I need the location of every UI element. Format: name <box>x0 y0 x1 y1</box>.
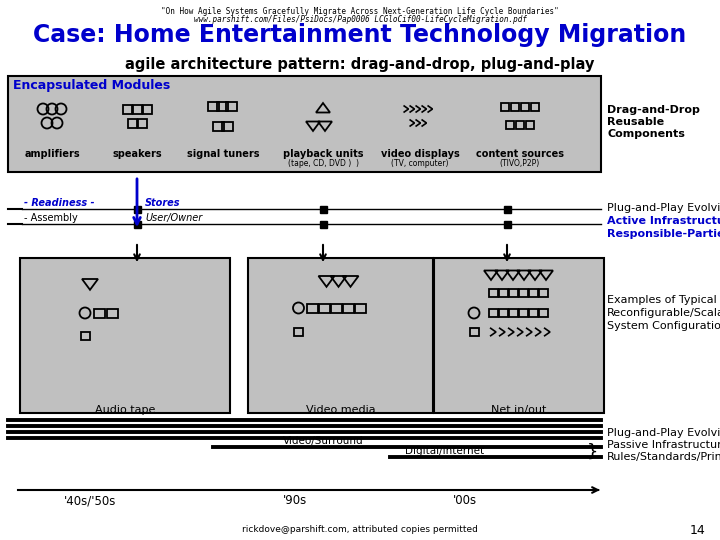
Bar <box>222 122 233 131</box>
Text: Encapsulated Modules: Encapsulated Modules <box>13 79 170 92</box>
Text: signal tuners: signal tuners <box>186 149 259 159</box>
Text: Components: Components <box>607 129 685 139</box>
Bar <box>498 289 508 297</box>
Bar <box>343 303 354 313</box>
Bar <box>8 76 601 172</box>
Bar <box>143 105 151 113</box>
Text: Digital/Internet: Digital/Internet <box>405 446 484 456</box>
Text: (tape, CD, DVD )  ): (tape, CD, DVD ) ) <box>287 159 359 168</box>
Bar <box>212 122 223 131</box>
Text: content sources: content sources <box>476 149 564 159</box>
Bar <box>503 220 510 227</box>
Text: '90s: '90s <box>283 494 307 507</box>
Bar <box>488 289 498 297</box>
Bar <box>331 303 342 313</box>
Bar <box>248 258 433 413</box>
Text: Case: Home Entertainment Technology Migration: Case: Home Entertainment Technology Migr… <box>33 23 687 47</box>
Text: Examples of Typical: Examples of Typical <box>607 295 716 305</box>
Bar <box>225 102 236 111</box>
Text: System Configurations: System Configurations <box>607 321 720 331</box>
Bar <box>320 206 326 213</box>
Bar <box>307 303 318 313</box>
Bar <box>511 103 519 111</box>
Text: Stores: Stores <box>145 198 181 208</box>
Text: video displays: video displays <box>381 149 459 159</box>
Text: playback units: playback units <box>283 149 364 159</box>
Text: Reusable: Reusable <box>607 117 664 127</box>
Bar <box>516 121 524 129</box>
Bar <box>469 328 479 336</box>
Bar <box>320 220 326 227</box>
Text: Net in/out: Net in/out <box>491 405 546 415</box>
Bar <box>498 309 508 317</box>
Bar <box>501 103 509 111</box>
Bar <box>294 328 303 336</box>
Text: 14: 14 <box>689 524 705 537</box>
Bar <box>508 309 518 317</box>
Bar <box>503 206 510 213</box>
Text: Rules/Standards/Principles: Rules/Standards/Principles <box>607 452 720 462</box>
Text: speakers: speakers <box>112 149 162 159</box>
Bar <box>434 258 604 413</box>
Bar <box>521 103 529 111</box>
Text: - Readiness -: - Readiness - <box>24 198 94 208</box>
Text: Plug-and-Play Evolving: Plug-and-Play Evolving <box>607 428 720 438</box>
Text: (TIVO,P2P): (TIVO,P2P) <box>500 159 540 168</box>
Text: Audio tape: Audio tape <box>95 405 156 415</box>
Bar <box>518 309 528 317</box>
Bar <box>319 303 330 313</box>
Bar <box>355 303 366 313</box>
Text: rickdove@parshift.com, attributed copies permitted: rickdove@parshift.com, attributed copies… <box>242 525 478 534</box>
Bar <box>528 289 538 297</box>
Text: '00s: '00s <box>453 494 477 507</box>
Bar <box>207 102 218 111</box>
Bar <box>133 220 140 227</box>
Text: Drag-and-Drop: Drag-and-Drop <box>607 105 700 115</box>
Text: www.parshift.com/Files/PsiDocs/Pap0006 LCGloCif00-LifeCycleMigration.pdf: www.parshift.com/Files/PsiDocs/Pap0006 L… <box>194 15 526 24</box>
Text: }: } <box>587 443 598 461</box>
Text: Active Infrastructure: Active Infrastructure <box>607 216 720 226</box>
Text: (TV, computer): (TV, computer) <box>391 159 449 168</box>
Text: Plug-and-Play Evolving: Plug-and-Play Evolving <box>607 203 720 213</box>
Text: amplifiers: amplifiers <box>24 149 80 159</box>
Text: Video/Surround: Video/Surround <box>283 436 364 446</box>
Bar <box>132 105 142 113</box>
Text: Passive Infrastructure: Passive Infrastructure <box>607 440 720 450</box>
Bar <box>94 308 104 318</box>
Bar <box>133 206 140 213</box>
Text: User/Owner: User/Owner <box>145 213 202 223</box>
Bar <box>528 309 538 317</box>
Bar <box>508 289 518 297</box>
Bar <box>526 121 534 129</box>
Bar <box>539 309 547 317</box>
Bar <box>81 332 89 340</box>
Text: - Assembly: - Assembly <box>24 213 78 223</box>
Bar <box>506 121 514 129</box>
Text: "On How Agile Systems Gracefully Migrate Across Next-Generation Life Cycle Bound: "On How Agile Systems Gracefully Migrate… <box>161 7 559 16</box>
Bar <box>138 118 146 127</box>
Text: '40s/'50s: '40s/'50s <box>64 494 116 507</box>
Bar <box>107 308 117 318</box>
Bar <box>122 105 132 113</box>
Bar <box>20 258 230 413</box>
Bar <box>488 309 498 317</box>
Bar <box>127 118 137 127</box>
Text: agile architecture pattern: drag-and-drop, plug-and-play: agile architecture pattern: drag-and-dro… <box>125 57 595 72</box>
Bar <box>539 289 547 297</box>
Text: Responsible-Parties: Responsible-Parties <box>607 229 720 239</box>
Text: Video media: Video media <box>306 405 375 415</box>
Bar <box>531 103 539 111</box>
Bar <box>518 289 528 297</box>
Text: Reconfigurable/Scalable: Reconfigurable/Scalable <box>607 308 720 318</box>
Bar <box>217 102 228 111</box>
